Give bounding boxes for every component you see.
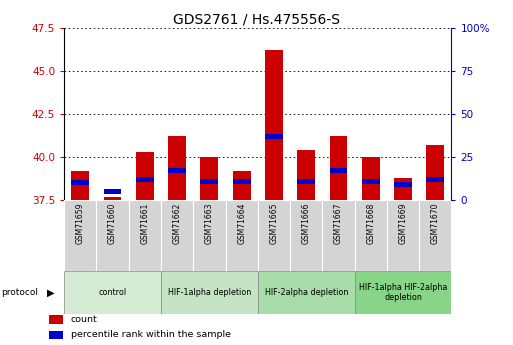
Text: GSM71669: GSM71669: [399, 202, 407, 244]
Bar: [265, 50, 283, 200]
Text: GSM71668: GSM71668: [366, 202, 375, 244]
Text: GSM71662: GSM71662: [172, 202, 182, 244]
Bar: [71, 171, 89, 200]
Text: count: count: [71, 315, 97, 324]
Text: GSM71667: GSM71667: [334, 202, 343, 244]
Text: GSM71659: GSM71659: [76, 202, 85, 244]
Bar: [96, 200, 129, 271]
Bar: [329, 136, 347, 200]
Bar: [49, 331, 63, 339]
Bar: [426, 145, 444, 200]
Bar: [258, 271, 354, 314]
Bar: [104, 189, 122, 194]
Text: GSM71670: GSM71670: [431, 202, 440, 244]
Bar: [298, 179, 315, 184]
Bar: [394, 182, 412, 187]
Bar: [329, 168, 347, 173]
Bar: [362, 157, 380, 200]
Text: percentile rank within the sample: percentile rank within the sample: [71, 330, 231, 339]
Bar: [265, 134, 283, 139]
Bar: [387, 200, 419, 271]
Bar: [233, 171, 250, 200]
Bar: [64, 271, 161, 314]
Bar: [258, 200, 290, 271]
Bar: [64, 200, 96, 271]
Bar: [201, 179, 218, 184]
Bar: [136, 177, 154, 182]
Text: GSM71664: GSM71664: [237, 202, 246, 244]
Text: GDS2761 / Hs.475556-S: GDS2761 / Hs.475556-S: [173, 12, 340, 26]
Text: protocol: protocol: [2, 288, 38, 297]
Bar: [322, 200, 354, 271]
Bar: [129, 200, 161, 271]
Text: control: control: [98, 288, 127, 297]
Bar: [354, 271, 451, 314]
Bar: [193, 200, 226, 271]
Bar: [136, 152, 154, 200]
Bar: [161, 200, 193, 271]
Bar: [290, 200, 322, 271]
Bar: [168, 168, 186, 173]
Bar: [104, 197, 122, 200]
Text: ▶: ▶: [47, 287, 55, 297]
Bar: [298, 150, 315, 200]
Bar: [362, 179, 380, 184]
Text: GSM71665: GSM71665: [269, 202, 279, 244]
Bar: [394, 178, 412, 200]
Text: GSM71660: GSM71660: [108, 202, 117, 244]
Text: GSM71663: GSM71663: [205, 202, 214, 244]
Bar: [426, 177, 444, 182]
Bar: [161, 271, 258, 314]
Bar: [226, 200, 258, 271]
Bar: [49, 315, 63, 324]
Bar: [168, 136, 186, 200]
Bar: [201, 157, 218, 200]
Text: GSM71661: GSM71661: [141, 202, 149, 244]
Text: HIF-1alpha HIF-2alpha
depletion: HIF-1alpha HIF-2alpha depletion: [359, 283, 447, 302]
Text: GSM71666: GSM71666: [302, 202, 311, 244]
Bar: [419, 200, 451, 271]
Bar: [233, 179, 250, 184]
Bar: [71, 180, 89, 185]
Bar: [354, 200, 387, 271]
Text: HIF-2alpha depletion: HIF-2alpha depletion: [265, 288, 348, 297]
Text: HIF-1alpha depletion: HIF-1alpha depletion: [168, 288, 251, 297]
